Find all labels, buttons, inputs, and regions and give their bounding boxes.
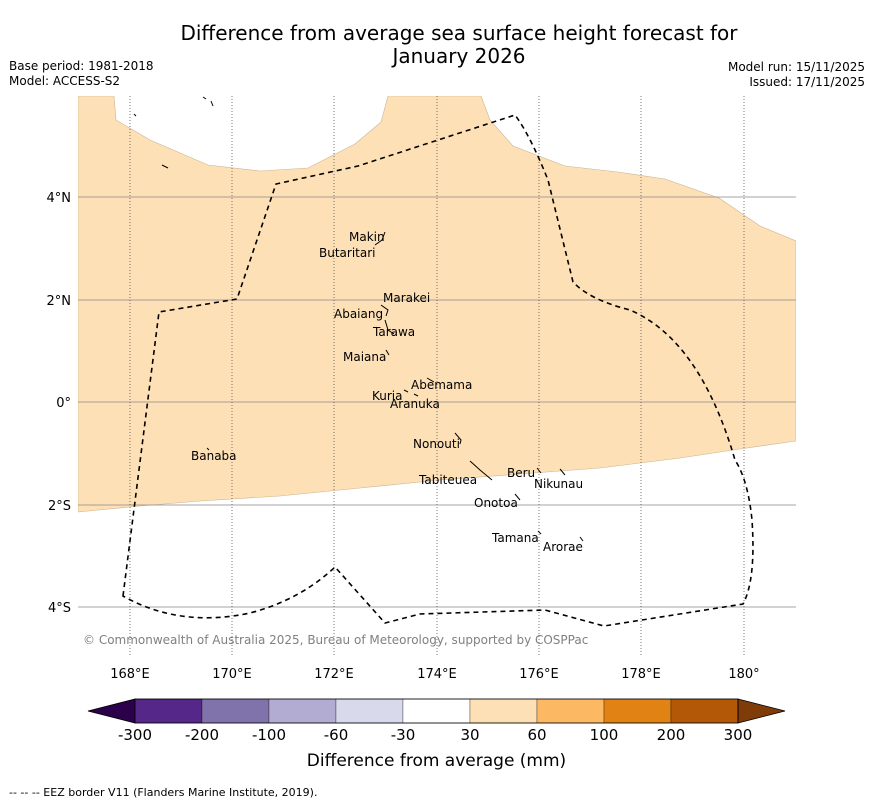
colorbar-tick-label: -60 [324, 726, 349, 744]
island-shape [454, 432, 462, 445]
island-label: Abaiang [334, 307, 383, 321]
lat-tick-label: 4°N [47, 191, 72, 206]
island-shape [413, 393, 419, 397]
island-label: Abemama [411, 378, 472, 392]
colorbar-tick-label: -300 [118, 726, 152, 744]
copyright-notice: © Commonwealth of Australia 2025, Bureau… [83, 633, 588, 647]
base-period: Base period: 1981-2018 [9, 59, 154, 73]
lon-tick-label: 168°E [110, 667, 150, 682]
island-shape [374, 231, 386, 246]
island-shape [380, 304, 389, 317]
colorbar-tick-label: 200 [657, 726, 686, 744]
island-labels: Makin Butaritari Marakei Abaiang Tarawa … [191, 230, 583, 554]
island-label: Butaritari [319, 246, 376, 260]
lon-tick-label: 174°E [417, 667, 457, 682]
island-label: Beru [507, 466, 535, 480]
lat-tick-labels: 4°N 2°N 0° 2°S 4°S [47, 191, 72, 616]
island-shape [385, 349, 390, 356]
colorbar-tick-label: 60 [527, 726, 546, 744]
island-label: Makin [349, 230, 385, 244]
eez-legend-note: -- -- -- EEZ border V11 (Flanders Marine… [9, 786, 318, 799]
island-label: Tabiteuea [418, 473, 477, 487]
island-shape [206, 447, 210, 451]
island-shape [559, 468, 566, 476]
island-shape [202, 96, 207, 100]
island-label: Tarawa [372, 325, 415, 339]
issued-date: Issued: 17/11/2025 [749, 75, 865, 89]
island-label: Arorae [543, 540, 583, 554]
island-label: Nonouti [413, 437, 460, 451]
lat-tick-label: 0° [56, 396, 71, 411]
map-title: Difference from average sea surface heig… [180, 21, 738, 68]
colorbar-extend-high [737, 698, 786, 724]
island-label: Marakei [383, 291, 430, 305]
lon-tick-label: 178°E [621, 667, 661, 682]
model-name: Model: ACCESS-S2 [9, 74, 121, 88]
lon-tick-label: 172°E [314, 667, 354, 682]
colorbar-segment [268, 698, 337, 724]
island-shape [133, 113, 137, 117]
island-shape [469, 460, 493, 481]
island-label: Nikunau [534, 477, 583, 491]
colorbar-extend-low [87, 698, 136, 724]
map-area: Makin Butaritari Marakei Abaiang Tarawa … [78, 96, 796, 656]
colorbar-segment [469, 698, 538, 724]
island-shape [536, 467, 542, 474]
island-label: Onotoa [474, 496, 518, 510]
meta-left: Base period: 1981-2018 Model: ACCESS-S2 [9, 59, 154, 89]
colorbar-label: Difference from average (mm) [306, 751, 567, 771]
island-shape [514, 493, 521, 501]
colorbar-segment [603, 698, 672, 724]
lon-tick-label: 170°E [212, 667, 252, 682]
model-run: Model run: 15/11/2025 [727, 60, 865, 74]
colorbar-segment [670, 698, 739, 724]
island-shape [537, 530, 542, 535]
colorbar-tick-label: 30 [460, 726, 479, 744]
lon-tick-label: 176°E [519, 667, 559, 682]
colorbar-tick-label: 100 [590, 726, 619, 744]
colorbar-tick-label: -200 [185, 726, 219, 744]
colorbar-segment [402, 698, 471, 724]
eez-border [122, 114, 754, 627]
colorbar-segment [201, 698, 270, 724]
island-shape [210, 100, 214, 107]
lon-tick-labels: 168°E 170°E 172°E 174°E 176°E 178°E 180° [110, 667, 759, 682]
colorbar-outline [134, 698, 739, 724]
lon-gridlines [129, 96, 745, 656]
island-label: Aranuka [390, 397, 440, 411]
island-outlines [133, 96, 584, 542]
lon-tick-label: 180° [728, 667, 759, 682]
colorbar-tick-label: -100 [252, 726, 286, 744]
island-label: Tamana [491, 531, 539, 545]
colorbar-segment [134, 698, 203, 724]
island-shape [426, 377, 435, 383]
island-shape [384, 319, 395, 335]
colorbar-tick-label: 300 [724, 726, 753, 744]
meta-right: Model run: 15/11/2025 Issued: 17/11/2025 [728, 60, 865, 90]
colorbar-tick-label: -30 [391, 726, 416, 744]
island-label: Maiana [343, 350, 386, 364]
island-shape [161, 164, 169, 169]
lat-tick-label: 2°S [48, 499, 71, 514]
island-label: Kuria [372, 389, 403, 403]
colorbar-segment [335, 698, 404, 724]
island-label: Banaba [191, 449, 237, 463]
island-shape [403, 389, 409, 393]
island-shape [579, 536, 584, 542]
colorbar-segment [536, 698, 605, 724]
lat-tick-label: 4°S [48, 601, 71, 616]
lat-tick-label: 2°N [47, 294, 72, 309]
colorbar: -300 -200 -100 -60 -30 30 60 100 200 300 [87, 698, 786, 744]
